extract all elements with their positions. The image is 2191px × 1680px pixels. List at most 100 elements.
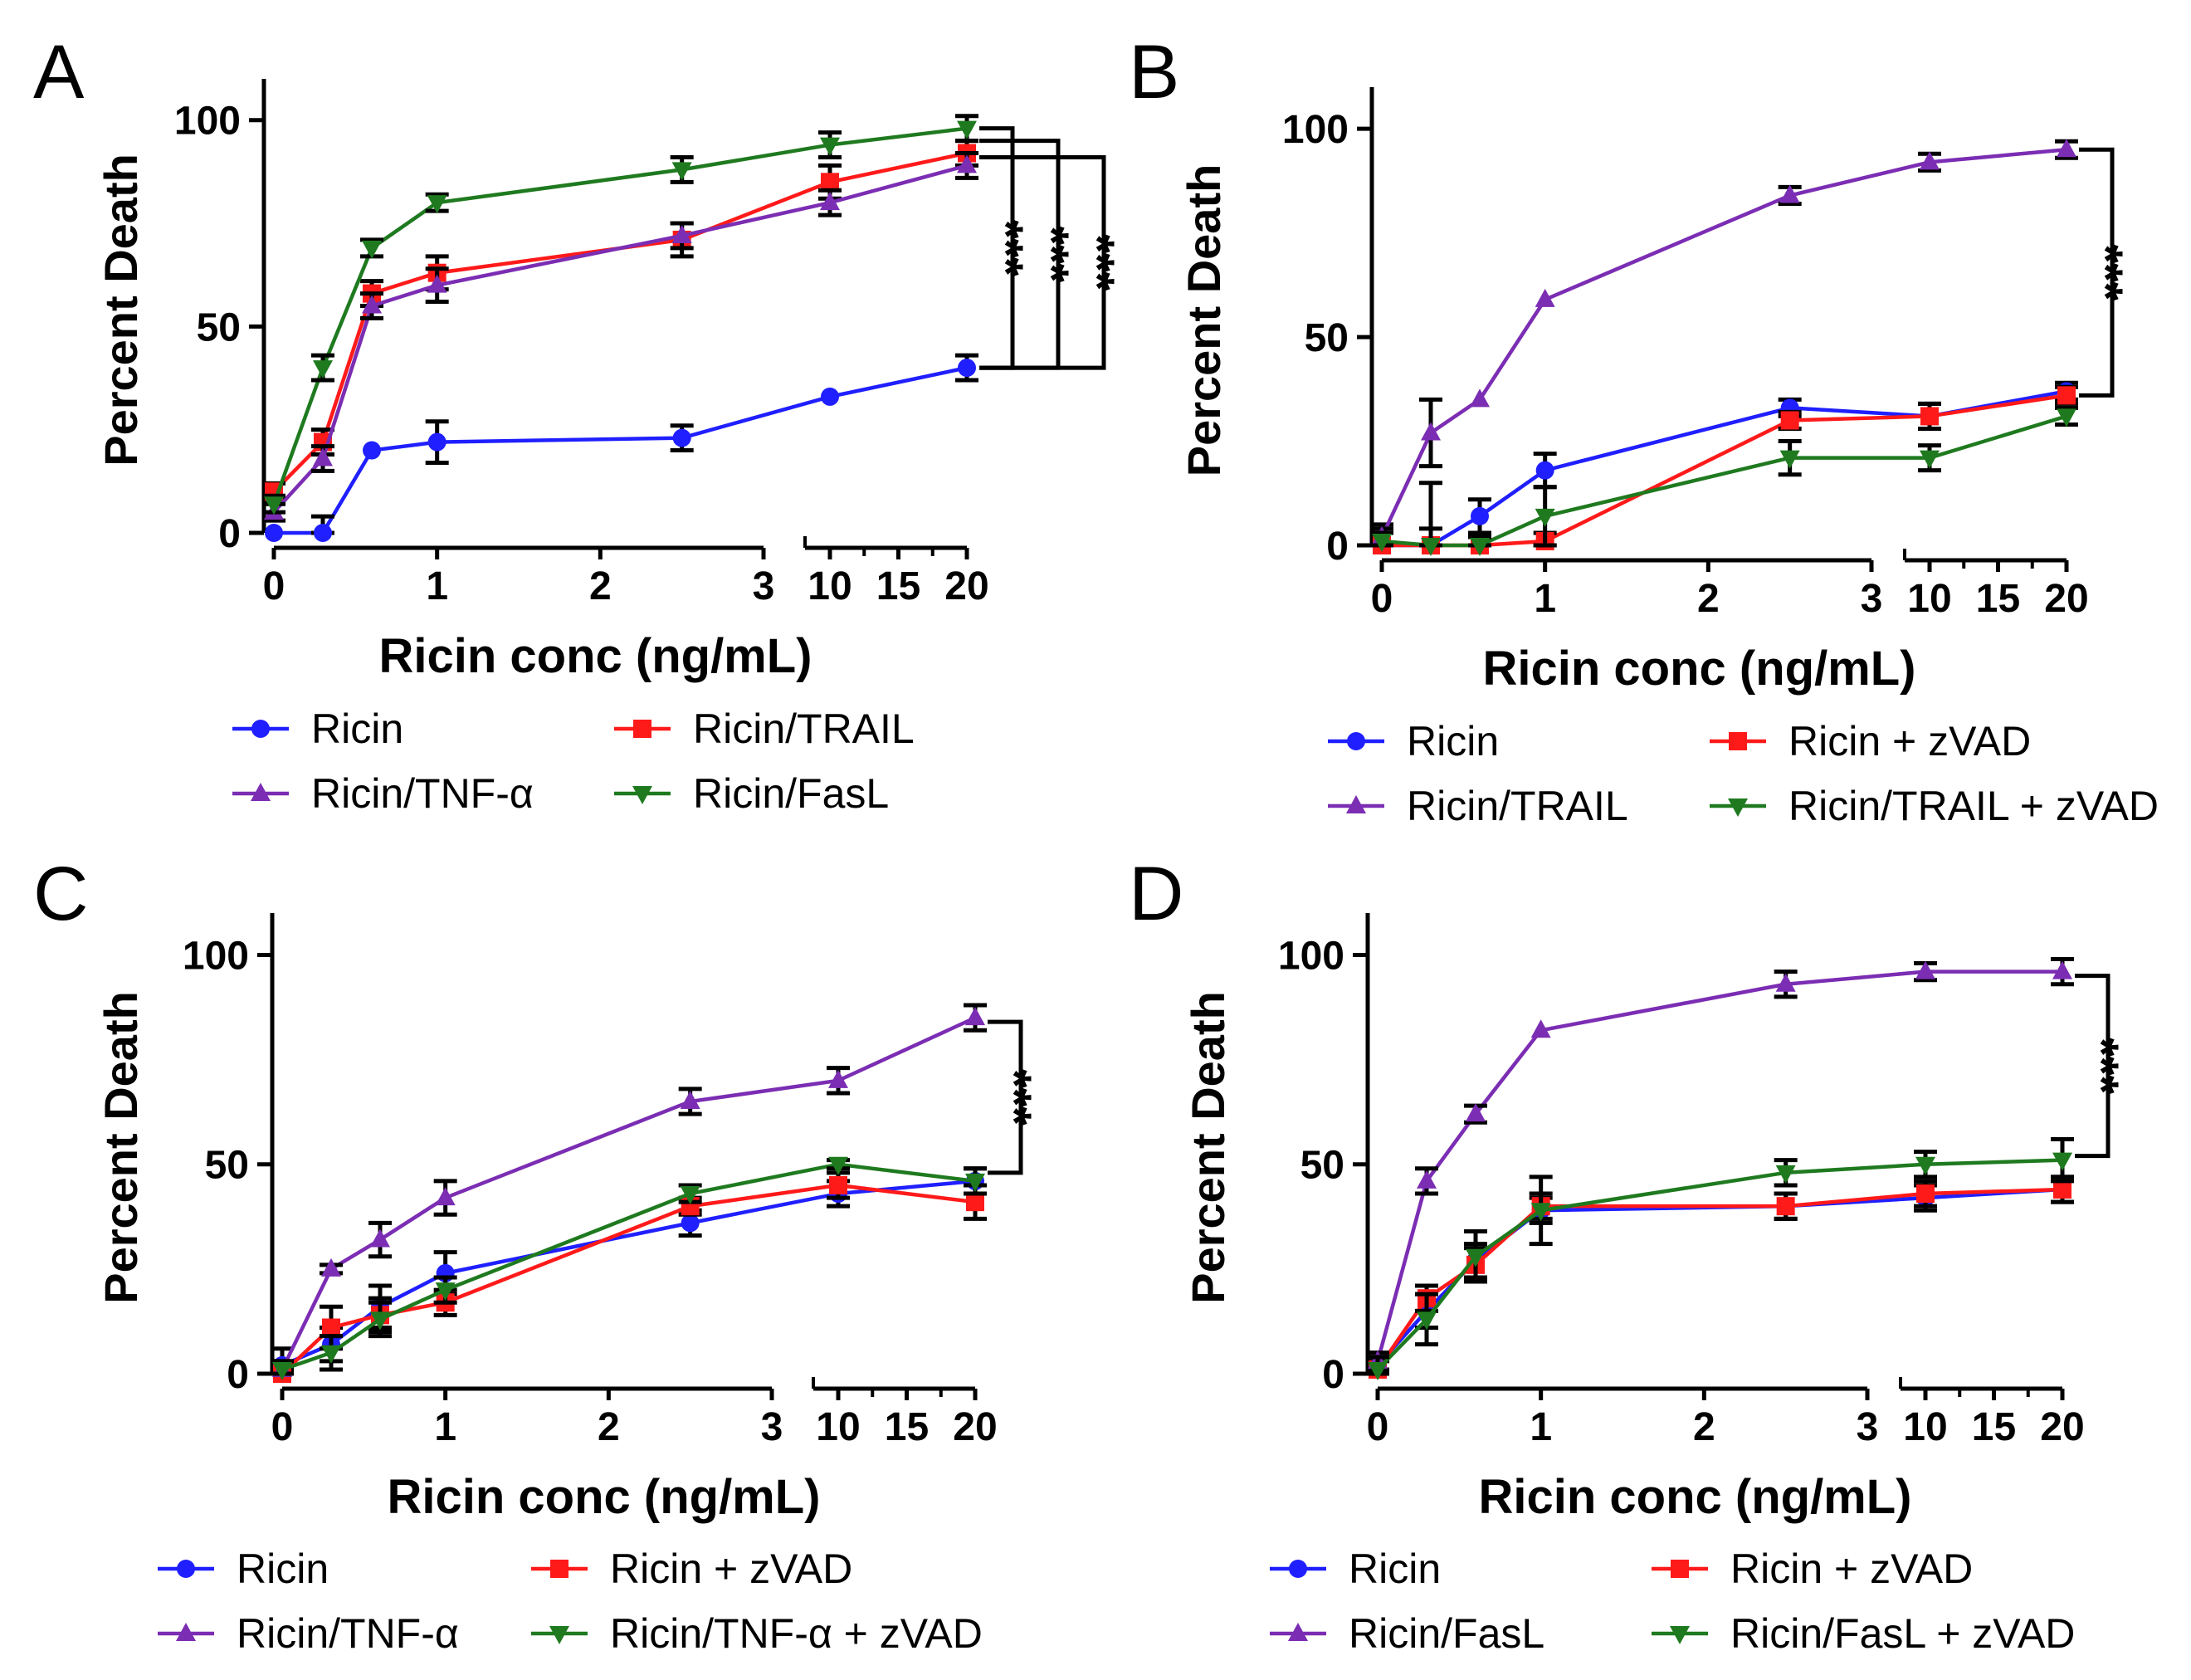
legend-item: Ricin + zVAD — [531, 1546, 852, 1592]
data-point — [1535, 508, 1555, 527]
data-point — [362, 240, 382, 259]
data-point — [1916, 1184, 1935, 1204]
y-tick-label: 0 — [1322, 1353, 1344, 1397]
data-point — [820, 192, 840, 211]
y-tick-label: 100 — [174, 100, 241, 144]
x-tick-label: 2 — [1697, 577, 1720, 621]
data-point — [321, 1345, 341, 1364]
data-point — [821, 173, 839, 192]
legend-item: Ricin/FasL + zVAD — [1652, 1610, 2075, 1657]
x-axis-label: Ricin conc (ng/mL) — [1479, 1470, 1912, 1524]
data-point — [1920, 450, 1940, 469]
data-point — [957, 154, 977, 173]
legend-marker — [177, 1560, 195, 1578]
legend-item: Ricin + zVAD — [1652, 1546, 1973, 1592]
data-point — [2053, 1180, 2071, 1199]
bracket-line — [2075, 974, 2110, 1159]
data-point — [264, 496, 284, 515]
series-ricin-trail — [1370, 139, 2078, 548]
data-point — [363, 441, 381, 460]
series-line — [1381, 414, 2067, 548]
y-tick-label: 0 — [227, 1353, 249, 1397]
data-point — [680, 1091, 700, 1110]
y-tick-label: 50 — [1300, 1144, 1344, 1188]
legend-marker — [1289, 1560, 1307, 1578]
significance-bracket: *** — [987, 1019, 1041, 1175]
data-point — [958, 359, 976, 378]
data-point — [829, 1175, 847, 1194]
y-tick-label: 0 — [218, 512, 241, 556]
chart-panel-d: D 0 50 100 Percent Death 0 1 2 3 10 15 20 Ricin conc… — [1129, 852, 2128, 1657]
data-point — [1372, 533, 1392, 552]
x-tick-label: 1 — [1534, 577, 1556, 621]
y-axis-label: Percent Death — [95, 154, 147, 466]
x-tick-label: 3 — [1861, 577, 1883, 621]
x-tick-label: 2 — [1693, 1405, 1715, 1449]
x-tick-label: 2 — [589, 564, 612, 608]
legend-item: Ricin — [1328, 718, 1499, 764]
data-point — [671, 162, 692, 181]
data-point — [1466, 1248, 1486, 1267]
data-point — [1779, 184, 1800, 203]
data-point — [435, 1187, 456, 1206]
legend-item: Ricin/TRAIL — [1328, 783, 1628, 829]
data-point — [1471, 506, 1489, 525]
legend-label: Ricin + zVAD — [1730, 1546, 1973, 1592]
x-tick-label: 10 — [1907, 577, 1951, 621]
x-axis-label: Ricin conc (ng/mL) — [379, 629, 812, 683]
data-point — [821, 387, 839, 406]
legend-marker — [1288, 1623, 1308, 1641]
legend-item: Ricin — [1270, 1546, 1441, 1592]
legend-marker — [549, 1626, 569, 1644]
data-point — [2057, 408, 2076, 427]
legend-marker — [176, 1623, 196, 1641]
series-line — [281, 1162, 976, 1372]
data-point — [957, 120, 977, 139]
data-point — [2057, 386, 2076, 405]
legend-marker — [1728, 798, 1748, 817]
data-point — [1779, 450, 1800, 469]
x-tick-label: 0 — [263, 564, 285, 608]
bracket-line — [988, 1019, 1023, 1175]
panel-letter: C — [33, 852, 88, 936]
series-ricin — [271, 1166, 987, 1376]
legend-label: Ricin/TRAIL — [1407, 783, 1628, 829]
legend-label: Ricin + zVAD — [610, 1546, 852, 1592]
y-tick-label: 100 — [1278, 934, 1344, 978]
data-point — [1368, 1361, 1388, 1380]
data-point — [1920, 407, 1939, 426]
y-tick-label: 100 — [183, 934, 249, 978]
x-axis-label: Ricin conc (ng/mL) — [1483, 642, 1916, 696]
x-tick-label: 15 — [885, 1405, 929, 1449]
bracket-line — [2079, 147, 2115, 398]
series-ricin-fasl-zvad — [1366, 1136, 2074, 1380]
x-tick-label: 15 — [1976, 577, 2020, 621]
chart-panel-c: C 0 50 100 Percent Death 0 1 2 3 10 15 20 Ricin conc… — [33, 852, 1041, 1657]
panel-letter: D — [1129, 852, 1183, 936]
series-line — [281, 1183, 976, 1375]
x-tick-label: 15 — [1972, 1405, 2016, 1449]
series-line — [1376, 1187, 2063, 1371]
legend-item: Ricin/TRAIL — [614, 706, 915, 752]
chart-panel-b: B 0 50 100 Percent Death 0 1 2 3 10 15 20 Ricin conc… — [1129, 30, 2159, 829]
data-point — [1421, 538, 1441, 556]
significance-label: *** — [2078, 244, 2132, 300]
legend-item: Ricin/TNF-α + zVAD — [531, 1610, 983, 1657]
x-tick-label: 20 — [2044, 577, 2088, 621]
y-tick-label: 50 — [1305, 316, 1349, 360]
legend-marker — [1347, 732, 1365, 750]
data-point — [362, 295, 382, 314]
x-tick-label: 20 — [944, 564, 988, 608]
data-point — [680, 1186, 700, 1205]
data-point — [1530, 1203, 1551, 1222]
data-point — [435, 1282, 456, 1302]
panel-letter: A — [33, 30, 85, 115]
data-point — [322, 1318, 340, 1337]
data-point — [1920, 151, 1940, 170]
significance-bracket: *** — [2078, 147, 2132, 398]
x-tick-label: 20 — [2040, 1405, 2084, 1449]
significance-bracket: *** — [2074, 974, 2128, 1159]
panel-letter: B — [1129, 30, 1179, 115]
x-tick-label: 3 — [761, 1405, 783, 1449]
